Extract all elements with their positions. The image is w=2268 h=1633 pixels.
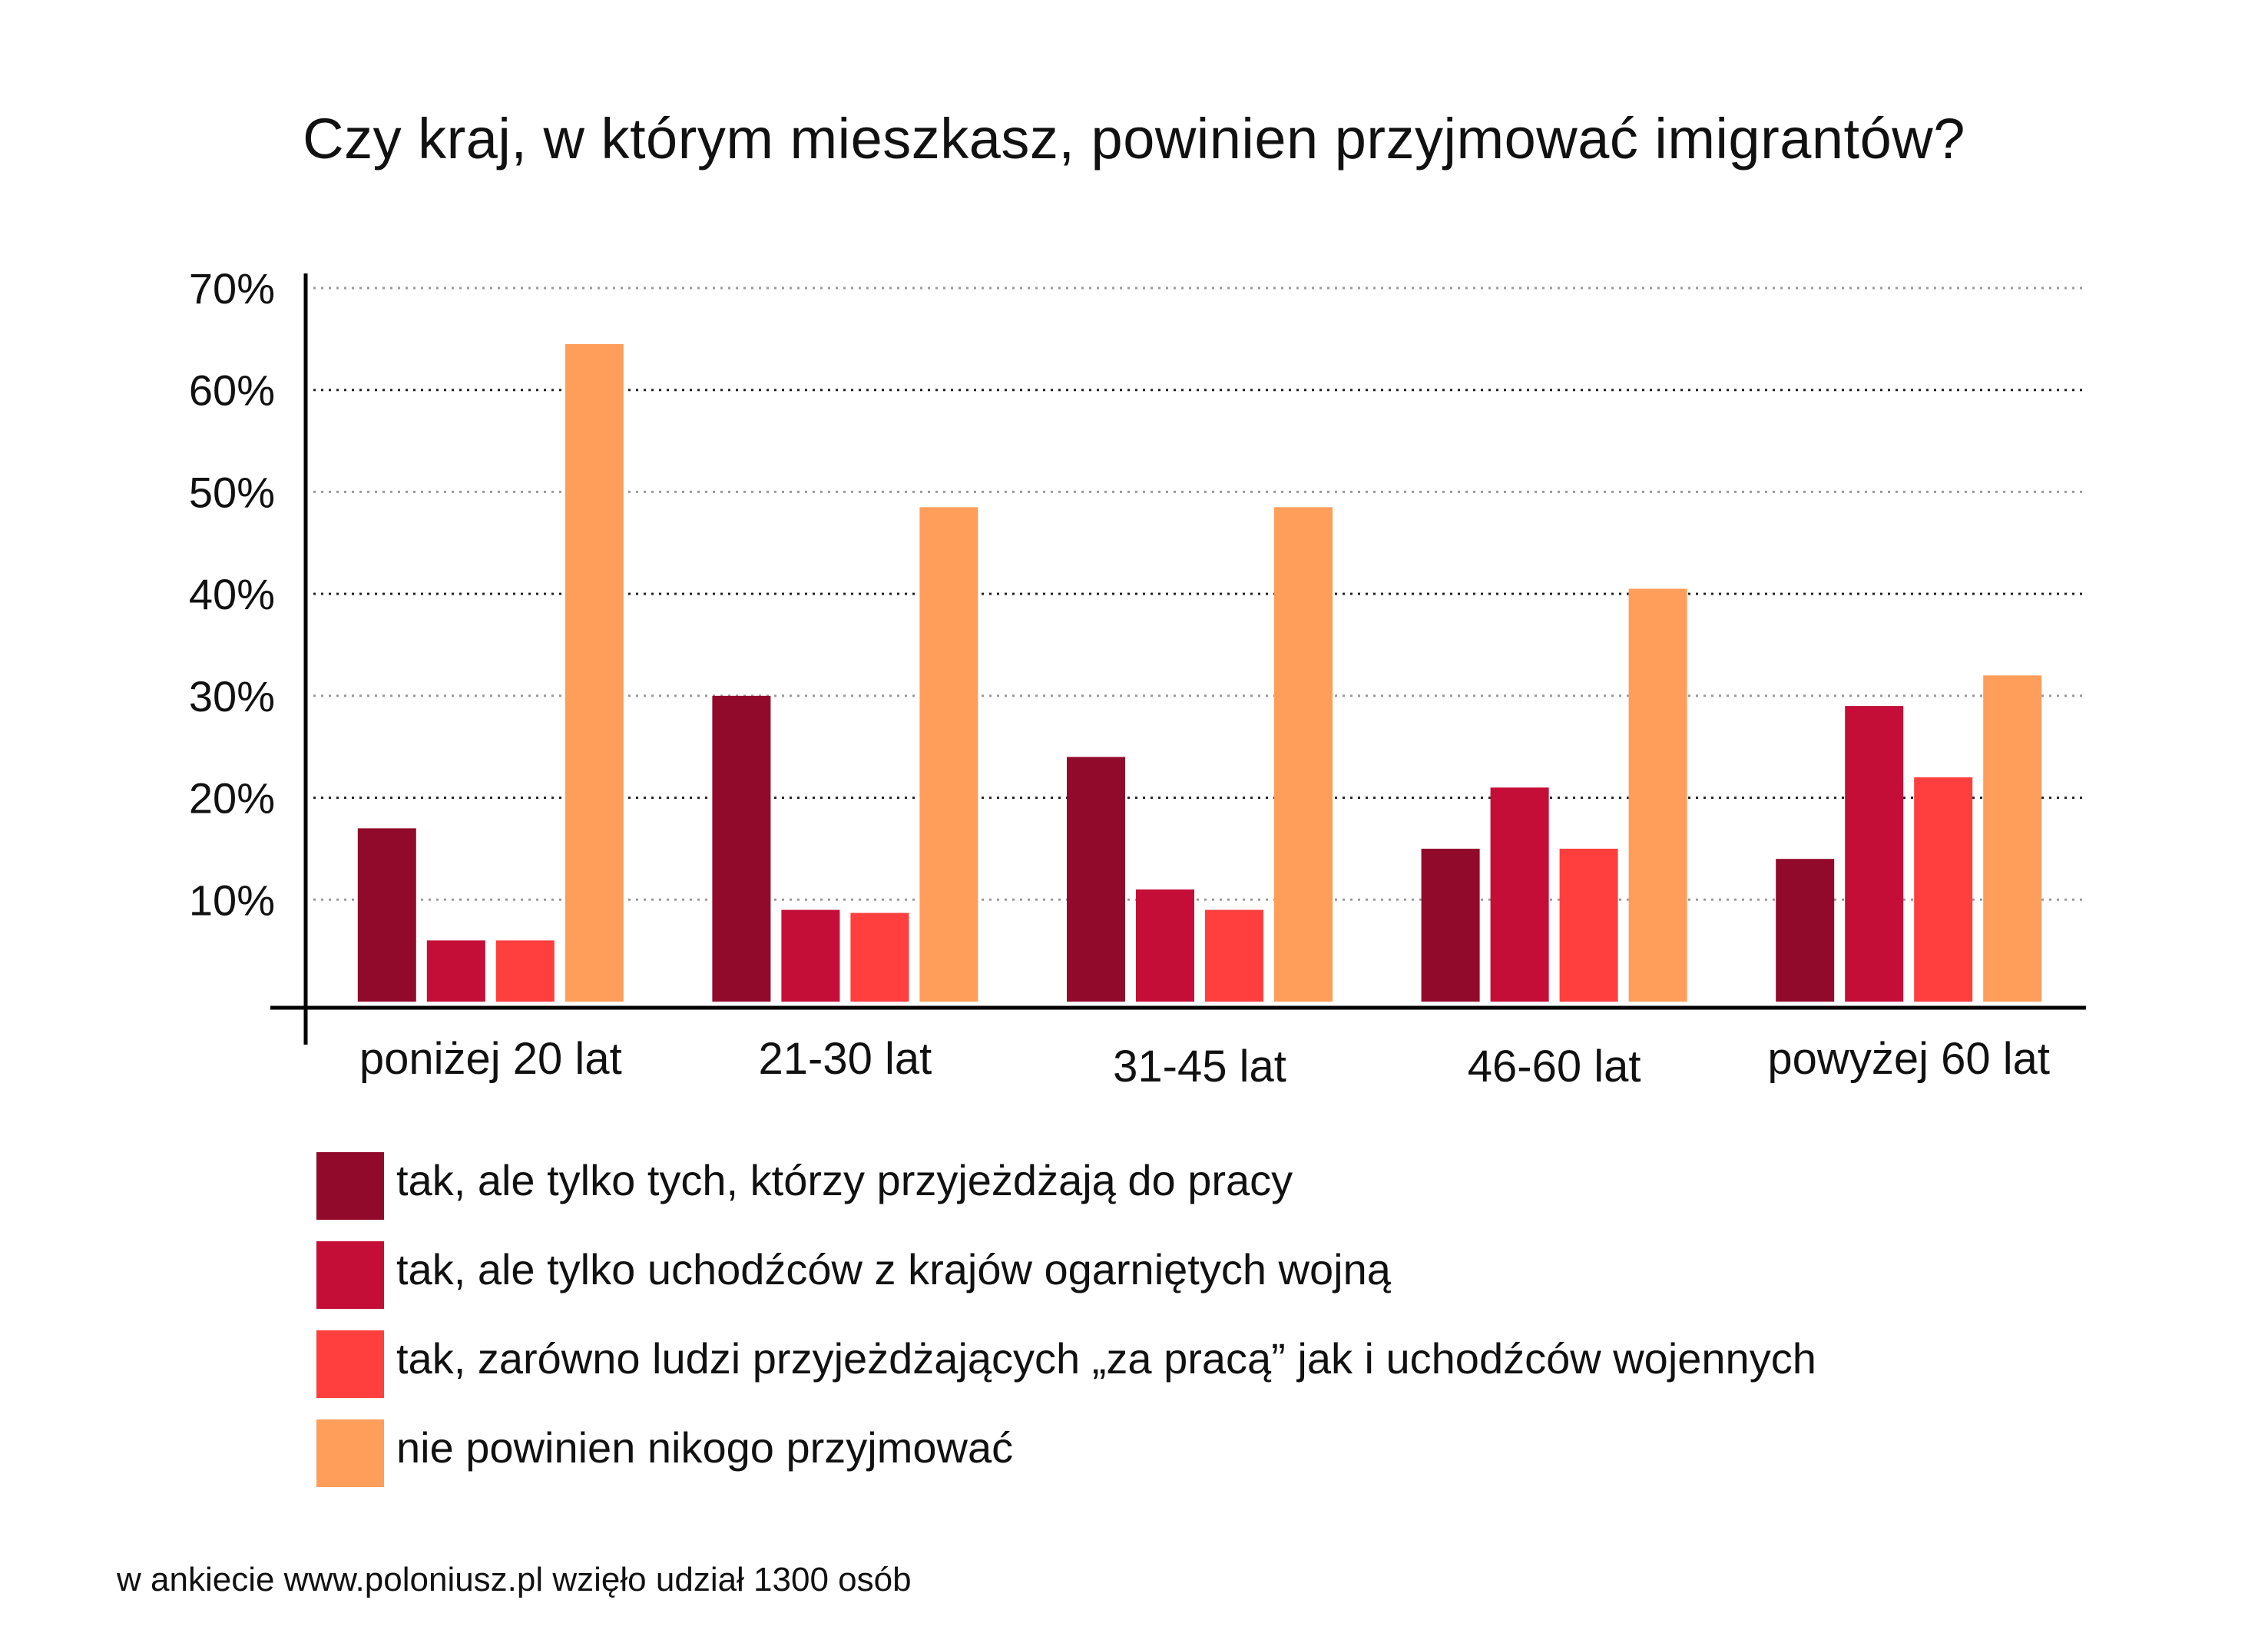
bar — [1983, 675, 2042, 1002]
category-label: 21-30 lat — [759, 1034, 932, 1084]
legend-label: tak, ale tylko tych, którzy przyjeżdżają… — [396, 1156, 1293, 1204]
bar — [712, 695, 771, 1002]
y-tick-labels: 10% 20% 30% 40% 50% 60% 70% — [189, 264, 275, 924]
category-label: poniżej 20 lat — [359, 1034, 622, 1084]
bar — [357, 828, 416, 1002]
bar — [565, 343, 624, 1002]
y-tick-label: 40% — [189, 570, 275, 618]
legend-swatch — [316, 1241, 384, 1309]
chart-title: Czy kraj, w którym mieszkasz, powinien p… — [303, 107, 1965, 171]
y-tick-label: 10% — [189, 876, 275, 924]
axes — [270, 273, 2086, 1045]
bar — [1776, 859, 1835, 1002]
y-tick-label: 70% — [189, 264, 275, 313]
y-tick-label: 60% — [189, 366, 275, 415]
y-tick-label: 20% — [189, 774, 275, 823]
bar — [850, 913, 909, 1002]
y-tick-label: 30% — [189, 672, 275, 720]
legend-swatch — [316, 1419, 384, 1487]
bar — [495, 940, 555, 1002]
bar — [1845, 706, 1904, 1002]
category-label: 46-60 lat — [1468, 1042, 1641, 1091]
bar — [1067, 757, 1125, 1002]
category-label: powyżej 60 lat — [1767, 1034, 2050, 1084]
footnote: w ankiecie www.poloniusz.pl wzięło udzia… — [117, 1561, 912, 1598]
bar — [781, 909, 840, 1002]
bar — [1628, 588, 1687, 1002]
bar — [426, 940, 485, 1002]
y-tick-label: 50% — [189, 468, 275, 516]
category-labels: poniżej 20 lat 21-30 lat 31-45 lat 46-60 la… — [359, 1034, 2050, 1091]
bar — [1490, 787, 1549, 1002]
bar — [1205, 909, 1263, 1002]
legend-swatch — [316, 1152, 384, 1220]
legend-label: nie powinien nikogo przyjmować — [396, 1423, 1014, 1472]
legend-swatch — [316, 1330, 384, 1398]
category-label: 31-45 lat — [1113, 1042, 1286, 1091]
legend-label: tak, ale tylko uchodźców z krajów ogarni… — [396, 1245, 1391, 1293]
bar — [1559, 848, 1618, 1002]
bars — [357, 343, 2042, 1002]
bar — [1274, 507, 1333, 1002]
legend-label: tak, zarówno ludzi przyjeżdżających „za … — [396, 1334, 1816, 1383]
bar — [1914, 777, 1973, 1002]
bar — [1421, 848, 1480, 1002]
bar — [1136, 889, 1194, 1002]
bar — [919, 507, 978, 1002]
